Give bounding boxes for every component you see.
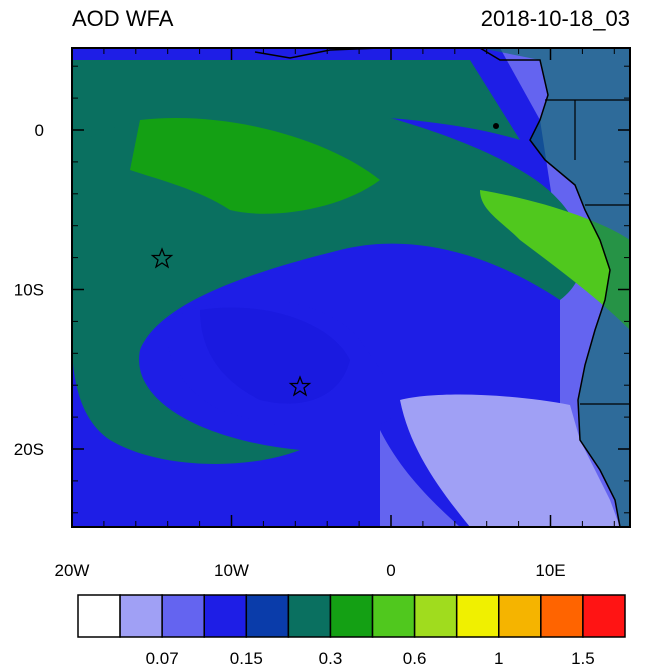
aod-field	[72, 48, 630, 527]
map-frame	[71, 47, 631, 528]
colorbar-box	[119, 594, 163, 638]
colorbar-label: 0.07	[146, 649, 179, 667]
colorbar-box	[161, 594, 205, 638]
ticks: 20W 10W 0 10E 0 10S 20S	[14, 48, 630, 580]
site-star	[288, 375, 312, 397]
lat-label: 10S	[14, 281, 44, 300]
colorbar-box	[582, 594, 626, 638]
title: AOD WFA	[72, 6, 174, 31]
colorbar: 0.07 0.15 0.3 0.6 1 1.5	[77, 594, 626, 668]
colorbar-box	[329, 594, 374, 638]
colorbar-label: 1.5	[571, 649, 595, 667]
lon-label: 10W	[214, 561, 249, 580]
colorbar-box	[540, 594, 584, 638]
site-star	[150, 247, 174, 269]
colorbar-box	[455, 594, 500, 638]
date: 2018-10-18_03	[481, 6, 630, 31]
lon-label: 10E	[535, 561, 565, 580]
colorbar-box	[245, 594, 290, 638]
colorbar-box	[287, 594, 332, 638]
colorbar-box	[203, 594, 248, 638]
lat-label: 20S	[14, 440, 44, 459]
colorbar-box	[371, 594, 416, 638]
colorbar-box	[498, 594, 542, 638]
colorbar-box	[413, 594, 458, 638]
colorbar-label: 0.15	[230, 649, 263, 667]
lon-label: 20W	[55, 561, 90, 580]
colorbar-label: 1	[494, 649, 503, 667]
colorbar-box	[77, 594, 121, 638]
lon-label: 0	[386, 561, 395, 580]
colorbar-label: 0.3	[319, 649, 343, 667]
colorbar-label: 0.6	[403, 649, 427, 667]
lat-label: 0	[35, 121, 44, 140]
